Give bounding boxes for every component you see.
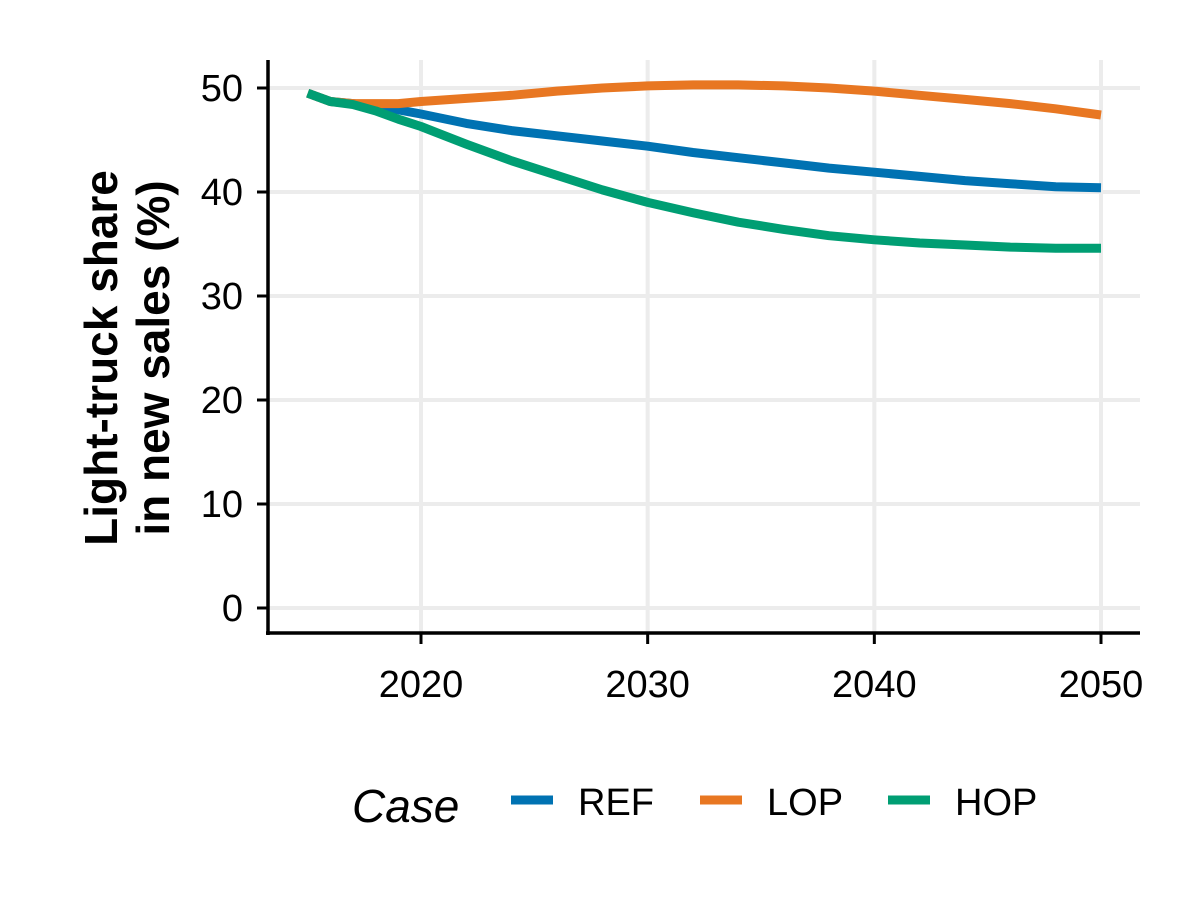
x-tick-label: 2040 <box>832 664 917 706</box>
y-tick-label: 10 <box>201 484 243 526</box>
legend: Case REF LOP HOP <box>352 780 1037 832</box>
y-tick-label: 50 <box>201 68 243 110</box>
legend-label-lop: LOP <box>767 782 843 824</box>
y-tick-label: 20 <box>201 380 243 422</box>
y-axis-title-line: in new sales (%) <box>127 180 179 535</box>
y-tick-label: 0 <box>222 588 243 630</box>
legend-label-hop: HOP <box>955 782 1037 824</box>
series-lines <box>306 80 1102 253</box>
grid <box>268 60 1140 633</box>
y-tick-label: 30 <box>201 276 243 318</box>
x-tick-label: 2030 <box>605 664 690 706</box>
y-axis-title: Light-truck sharein new sales (%) <box>75 170 179 546</box>
legend-label-ref: REF <box>578 782 654 824</box>
x-tick-label: 2020 <box>379 664 464 706</box>
series-line-ref <box>306 88 1102 193</box>
legend-title: Case <box>352 780 459 832</box>
y-axis-title-line: Light-truck share <box>75 170 127 546</box>
series-line-lop <box>306 80 1102 120</box>
series-line-hop <box>306 88 1101 253</box>
y-tick-label: 40 <box>201 172 243 214</box>
svg-text:Light-truck sharein new sales: Light-truck sharein new sales (%) <box>75 170 179 546</box>
x-tick-label: 2050 <box>1059 664 1144 706</box>
